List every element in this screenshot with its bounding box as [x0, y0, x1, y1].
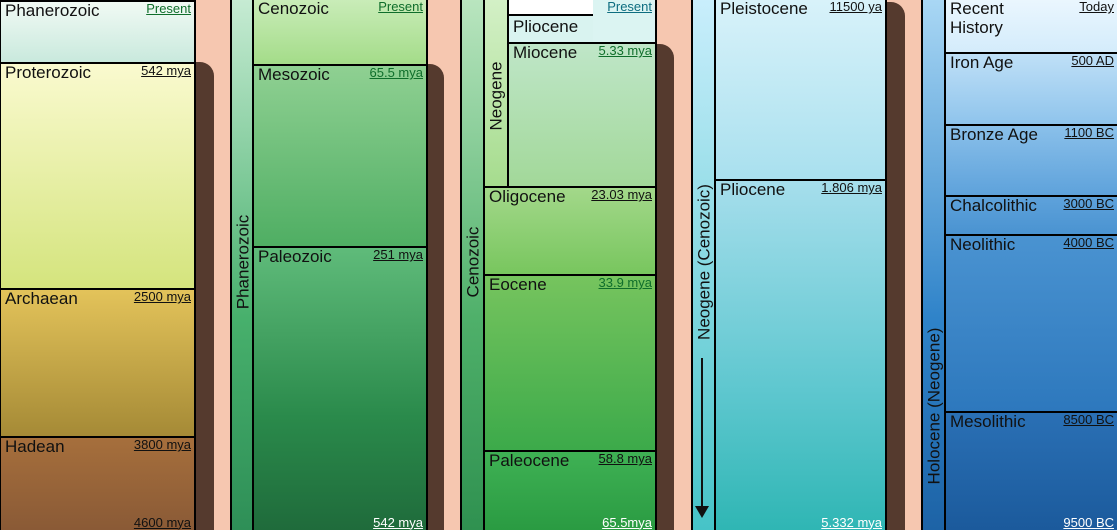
zoom-shadow: [428, 64, 444, 530]
eon-name: Archaean: [5, 289, 78, 308]
zoom-shadow: [887, 2, 905, 530]
epoch-present-box: Present: [593, 0, 657, 44]
era-name: Paleozoic: [258, 247, 332, 266]
epoch-name: Pliocene: [513, 17, 579, 36]
eon-date: 542 mya: [141, 63, 191, 78]
era-cenozoic: Cenozoic Present: [252, 0, 428, 66]
down-arrow-icon: [701, 358, 703, 508]
column-eras: Phanerozoic Cenozoic Present Mesozoic 65…: [230, 0, 428, 530]
era-paleozoic: Paleozoic 251 mya 542 mya: [252, 246, 428, 530]
epoch-pliocene: Pliocene: [507, 14, 595, 44]
band-holocene: Holocene (Neogene): [921, 0, 946, 530]
column-cenozoic: Cenozoic Neogene Pliocene Present Miocen…: [460, 0, 657, 530]
epoch-paleocene: Paleocene 58.8 mya 65.5mya: [483, 450, 657, 530]
eon-date: 2500 mya: [133, 289, 191, 304]
epoch-pliocene: Pliocene 1.806 mya 5.332 mya: [714, 179, 887, 530]
epoch-name: Oligocene: [489, 187, 566, 206]
eon-name: Phanerozoic: [5, 1, 100, 20]
era-date: Present: [378, 0, 423, 14]
era-name: Cenozoic: [258, 0, 329, 18]
age-chalcolithic: Chalcolithic 3000 BC: [944, 195, 1117, 236]
bottom-date: 4600 mya: [133, 514, 191, 530]
eon-hadean: Hadean 3800 mya 4600 mya: [0, 436, 196, 530]
eon-proterozoic: Proterozoic 542 mya: [0, 62, 196, 290]
epoch-name: Pleistocene: [720, 0, 808, 18]
age-date: 8500 BC: [1063, 412, 1114, 427]
age-date: Today: [1079, 0, 1114, 14]
epoch-name: Pliocene: [720, 180, 786, 199]
age-name: Neolithic: [950, 235, 1016, 254]
age-name: Bronze Age: [950, 125, 1038, 144]
column-holocene: Holocene (Neogene) Recent History Today …: [921, 0, 1117, 530]
age-name: Recent History: [950, 0, 1004, 37]
band-label: Phanerozoic: [233, 214, 253, 310]
epoch-date: 5.33 mya: [598, 43, 652, 58]
epoch-date: Present: [607, 0, 652, 14]
epoch-miocene: Miocene 5.33 mya: [507, 42, 657, 188]
era-date: 251 mya: [373, 247, 423, 262]
age-name: Mesolithic: [950, 412, 1026, 431]
era-date: 65.5 mya: [369, 65, 423, 80]
eon-date: Present: [146, 1, 191, 16]
eon-archaean: Archaean 2500 mya: [0, 288, 196, 438]
epoch-eocene: Eocene 33.9 mya: [483, 274, 657, 452]
age-date: 1100 BC: [1064, 125, 1114, 140]
band-phanerozoic: Phanerozoic: [230, 0, 254, 530]
bottom-date: 65.5mya: [602, 514, 652, 530]
zoom-shadow: [657, 44, 674, 530]
epoch-date: 23.03 mya: [591, 187, 652, 202]
era-mesozoic: Mesozoic 65.5 mya: [252, 64, 428, 248]
eon-date: 3800 mya: [133, 437, 191, 452]
age-date: 3000 BC: [1063, 196, 1114, 211]
zoom-shadow: [196, 62, 214, 530]
band-label: Neogene: [486, 61, 506, 131]
epoch-name: Eocene: [489, 275, 547, 294]
age-iron-age: Iron Age 500 AD: [944, 52, 1117, 126]
band-label: Neogene (Cenozoic): [694, 184, 714, 340]
age-neolithic: Neolithic 4000 BC: [944, 234, 1117, 413]
epoch-date: 11500 ya: [829, 0, 882, 14]
epoch-pleistocene: Pleistocene 11500 ya: [714, 0, 887, 181]
column-eons: Phanerozoic Present Proterozoic 542 mya …: [0, 0, 196, 530]
age-date: 500 AD: [1071, 53, 1114, 68]
epoch-date: 33.9 mya: [598, 275, 652, 290]
age-name: Chalcolithic: [950, 196, 1037, 215]
era-name: Mesozoic: [258, 65, 330, 84]
epoch-date: 58.8 mya: [598, 451, 652, 466]
age-recent-history: Recent History Today: [944, 0, 1117, 54]
epoch-name: Miocene: [513, 43, 578, 62]
eon-phanerozoic: Phanerozoic Present: [0, 0, 196, 64]
band-neogene-cenozoic: Neogene (Cenozoic): [691, 0, 716, 530]
eon-name: Hadean: [5, 437, 65, 456]
age-mesolithic: Mesolithic 8500 BC 9500 BC: [944, 411, 1117, 530]
epoch-date: 1.806 mya: [821, 180, 882, 195]
band-label: Cenozoic: [463, 226, 483, 298]
age-bronze-age: Bronze Age 1100 BC: [944, 124, 1117, 197]
epoch-oligocene: Oligocene 23.03 mya: [483, 186, 657, 276]
band-neogene: Neogene: [483, 0, 509, 188]
bottom-date: 9500 BC: [1063, 514, 1114, 530]
column-neogene: Neogene (Cenozoic) Pleistocene 11500 ya …: [691, 0, 887, 530]
eon-name: Proterozoic: [5, 63, 91, 82]
band-cenozoic: Cenozoic: [460, 0, 485, 530]
bottom-date: 5.332 mya: [821, 514, 882, 530]
age-date: 4000 BC: [1063, 235, 1114, 250]
band-label: Holocene (Neogene): [924, 327, 944, 485]
arrowhead: [695, 506, 709, 518]
epoch-name: Paleocene: [489, 451, 570, 470]
age-name: Iron Age: [950, 53, 1014, 72]
bottom-date: 542 mya: [373, 514, 423, 530]
